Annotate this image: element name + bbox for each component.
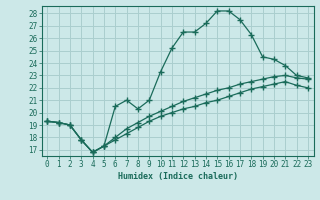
X-axis label: Humidex (Indice chaleur): Humidex (Indice chaleur) xyxy=(118,172,237,181)
